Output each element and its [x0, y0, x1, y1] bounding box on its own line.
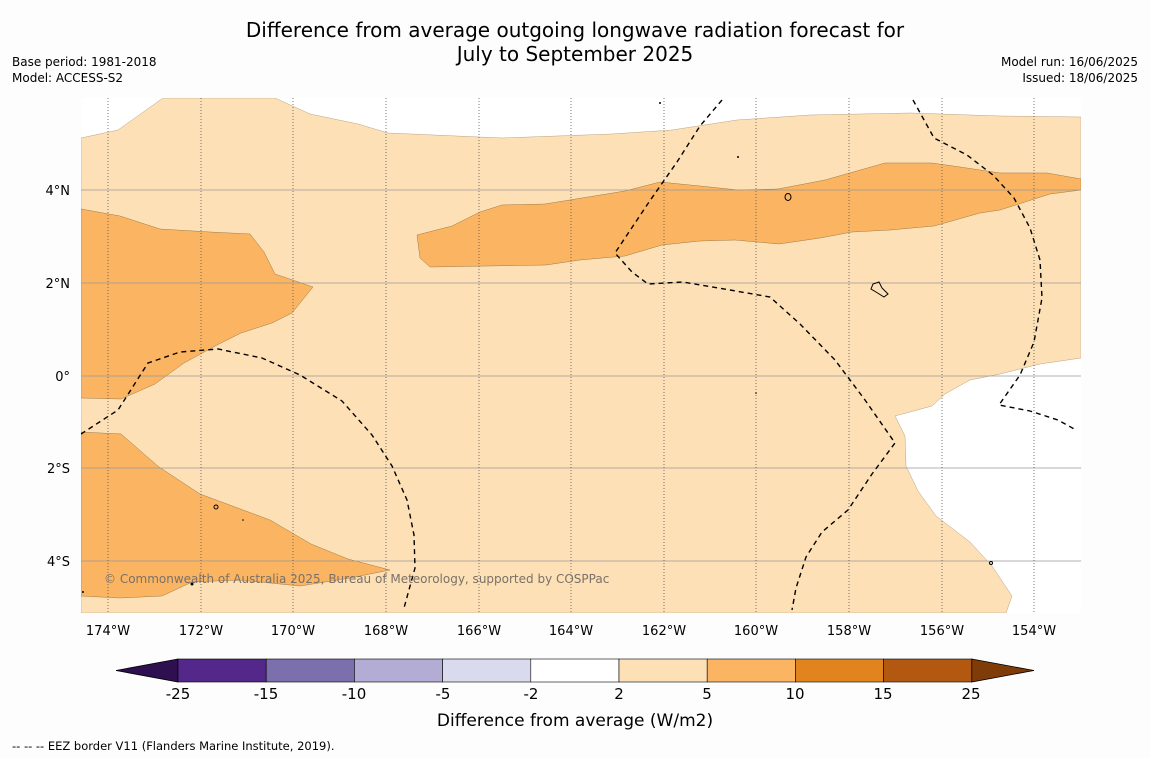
colorbar-ticks: -25 -15 -10 -5 -2 2 5 10 15 25 [166, 685, 981, 703]
island-dots [82, 102, 757, 593]
map-plot-area: © Commonwealth of Australia 2025, Bureau… [81, 98, 1081, 613]
lon-label: 170°W [271, 624, 315, 639]
colorbar-swatch [618, 658, 708, 683]
eez-border [81, 348, 416, 609]
anomaly-5-to-10-region-west [81, 208, 314, 400]
islands [213, 193, 993, 565]
colorbar: -25 -15 -10 -5 -2 2 5 10 15 25 Differenc… [115, 658, 1035, 731]
colorbar-extension-high [971, 658, 1035, 683]
colorbar-swatch [354, 658, 443, 683]
map-figure: © Commonwealth of Australia 2025, Bureau… [46, 98, 1081, 731]
colorbar-swatch [795, 658, 884, 683]
colorbar-tick-label: 15 [873, 685, 892, 703]
anomaly-5-to-10-region-equatorial [416, 162, 1081, 268]
colorbar-tick-label: 25 [961, 685, 980, 703]
title-line-1: Difference from average outgoing longwav… [245, 18, 905, 42]
colorbar-tick-label: 2 [614, 685, 624, 703]
colorbar-tick-label: 10 [785, 685, 804, 703]
island-outline [213, 504, 219, 510]
lat-label: 2°N [46, 277, 71, 292]
meta-left: Base period: 1981-2018 Model: ACCESS-S2 [12, 54, 157, 86]
island-outline [989, 561, 993, 565]
colorbar-swatch [177, 658, 267, 683]
anomaly-5-to-10-region-south [81, 431, 391, 599]
lon-label: 160°W [734, 624, 778, 639]
colorbar-label: Difference from average (W/m2) [437, 711, 713, 731]
lon-label: 174°W [86, 624, 130, 639]
island-dot [242, 519, 244, 521]
title-line-2: July to September 2025 [456, 42, 694, 66]
model-run: Model run: 16/06/2025 [1000, 55, 1138, 69]
model-name: Model: ACCESS-S2 [12, 71, 124, 85]
latitude-gridlines [81, 189, 1081, 562]
latitude-labels: 4°N 2°N 0° 2°S 4°S [46, 184, 71, 570]
lon-label: 156°W [920, 624, 964, 639]
lon-label: 154°W [1012, 624, 1056, 639]
base-period: Base period: 1981-2018 [12, 55, 157, 69]
colorbar-swatch [530, 658, 620, 683]
colorbar-tick-label: -2 [524, 685, 539, 703]
island-dot [190, 582, 194, 586]
island-outline [870, 281, 889, 298]
lat-label: 4°S [47, 555, 70, 570]
lon-label: 168°W [364, 624, 408, 639]
colorbar-swatch [265, 658, 355, 683]
island-dot [82, 591, 84, 593]
colorbar-tick-label: -5 [436, 685, 451, 703]
meta-right: Model run: 16/06/2025 Issued: 18/06/2025 [1001, 54, 1138, 86]
lon-label: 166°W [457, 624, 501, 639]
colorbar-tick-label: -25 [166, 685, 191, 703]
lon-label: 158°W [827, 624, 871, 639]
colorbar-tick-label: -10 [342, 685, 367, 703]
longitude-labels: 174°W 172°W 170°W 168°W 166°W 164°W 162°… [86, 624, 1056, 639]
issued-date: Issued: 18/06/2025 [1022, 71, 1138, 85]
island-dot [659, 102, 661, 104]
lon-label: 164°W [549, 624, 593, 639]
copyright-notice: © Commonwealth of Australia 2025, Bureau… [104, 572, 609, 586]
colorbar-swatch [706, 658, 796, 683]
chart-title: Difference from average outgoing longwav… [0, 18, 1150, 66]
colorbar-tick-label: -15 [254, 685, 279, 703]
lat-label: 2°S [47, 462, 70, 477]
colorbar-extension-low [115, 658, 179, 683]
colorbar-swatch [883, 658, 973, 683]
colorbar-tick-label: 5 [702, 685, 712, 703]
lon-label: 172°W [179, 624, 223, 639]
island-outline [784, 193, 792, 201]
lon-label: 162°W [642, 624, 686, 639]
eez-legend-note: -- -- -- EEZ border V11 (Flanders Marine… [12, 739, 335, 753]
colorbar-swatches [115, 658, 1035, 683]
island-dot [737, 156, 739, 158]
lat-label: 0° [55, 370, 70, 385]
lat-label: 4°N [46, 184, 71, 199]
eez-border [614, 99, 896, 611]
colorbar-swatch [442, 658, 532, 683]
island-dot [755, 392, 757, 394]
longitude-gridlines [107, 98, 1035, 613]
eez-borders [81, 99, 1077, 611]
